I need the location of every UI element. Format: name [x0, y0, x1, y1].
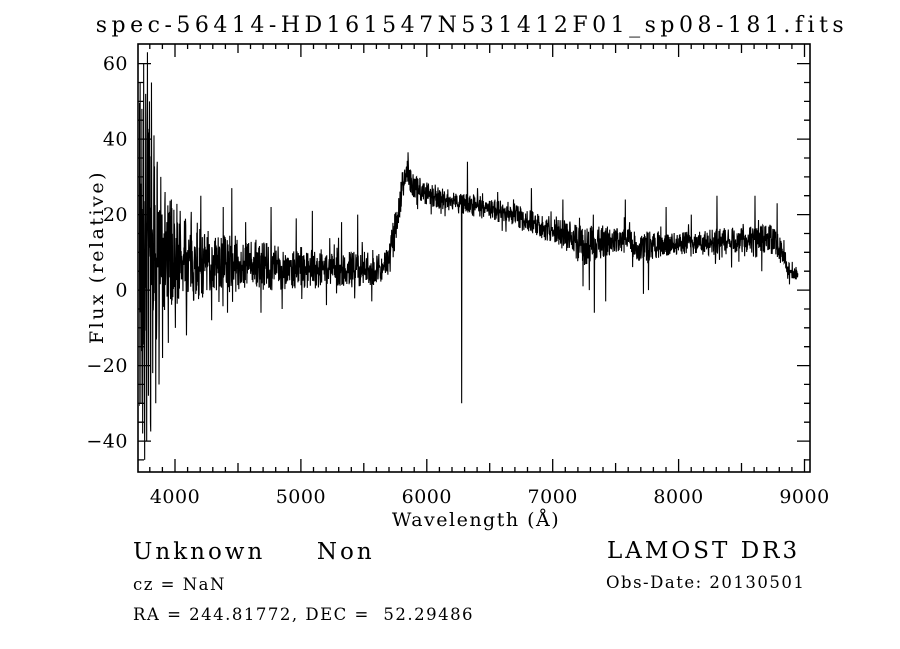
- ra-dec-value: RA = 244.81772, DEC = 52.29486: [133, 605, 474, 624]
- plot-title: spec-56414-HD161547N531412F01_sp08-181.f…: [96, 13, 848, 38]
- axis-ticks: [138, 44, 810, 472]
- classification-label: Unknown Non: [133, 539, 375, 565]
- obs-date-value: Obs-Date: 20130501: [606, 573, 805, 592]
- y-tick-label: −40: [86, 431, 128, 453]
- x-tick-label: 7000: [528, 486, 578, 508]
- x-axis-label: Wavelength (Å): [392, 509, 560, 531]
- y-tick-label: 40: [103, 129, 128, 151]
- y-tick-label: 60: [103, 53, 128, 75]
- survey-label: LAMOST DR3: [607, 538, 800, 564]
- spectrum-line: [139, 52, 799, 460]
- x-tick-label: 8000: [653, 486, 703, 508]
- x-tick-label: 4000: [150, 486, 200, 508]
- x-tick-label: 6000: [402, 486, 452, 508]
- y-axis-label: Flux (relative): [86, 170, 108, 344]
- y-tick-label: 20: [103, 204, 128, 226]
- plot-frame: [137, 43, 811, 473]
- y-tick-label: −20: [86, 355, 128, 377]
- y-tick-label: 0: [115, 280, 128, 302]
- x-tick-label: 5000: [276, 486, 326, 508]
- x-tick-label: 9000: [779, 486, 829, 508]
- cz-value: cz = NaN: [133, 575, 226, 594]
